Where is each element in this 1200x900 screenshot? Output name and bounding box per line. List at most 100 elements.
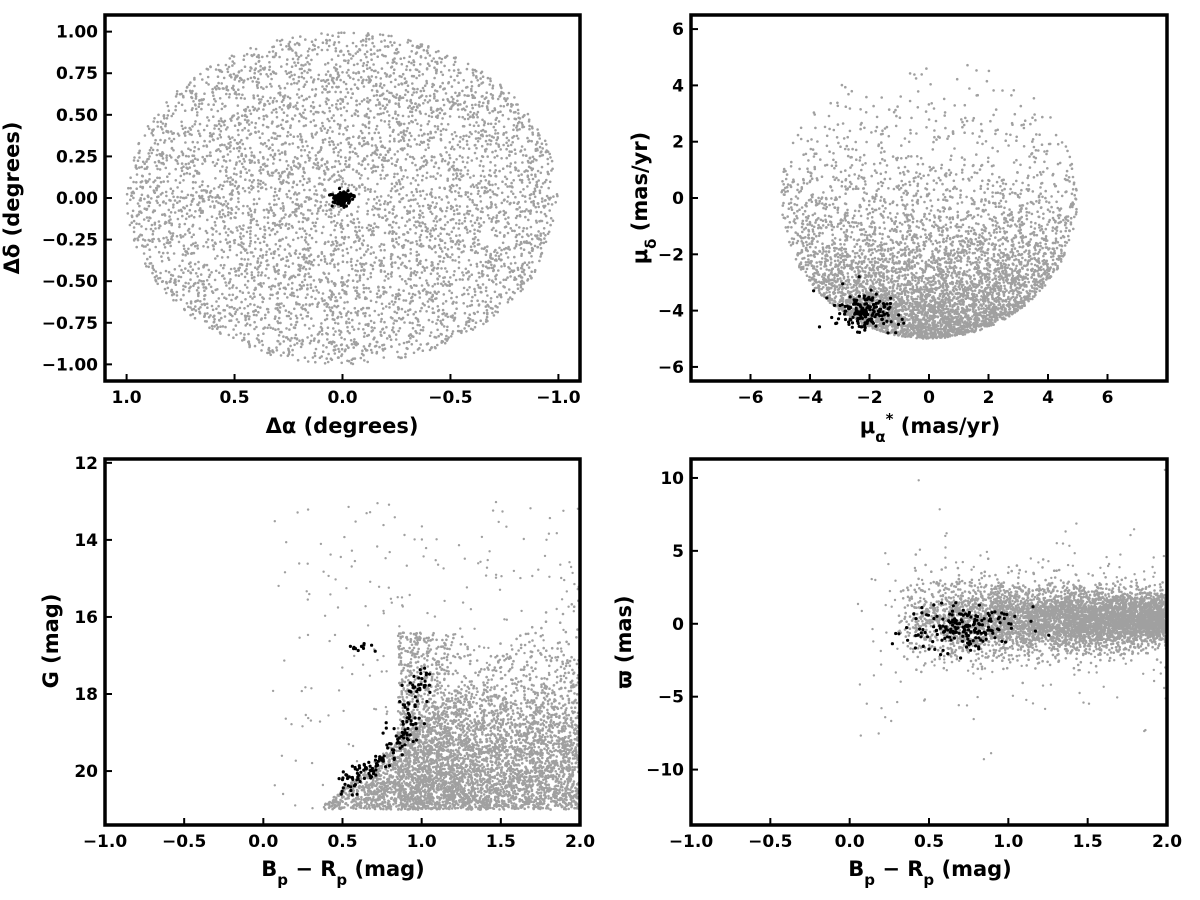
field-star-point — [538, 191, 542, 195]
field-star-point — [243, 118, 247, 122]
field-star-point — [245, 171, 249, 174]
field-star-point — [491, 190, 495, 193]
field-star-point — [210, 290, 214, 293]
field-star-point — [351, 54, 355, 58]
field-star-point — [528, 127, 531, 131]
field-star-point — [325, 84, 329, 88]
field-star-point — [411, 114, 414, 118]
field-star-point — [337, 160, 341, 163]
field-star-point — [474, 143, 477, 147]
field-star-point — [507, 288, 511, 291]
field-star-point — [301, 220, 305, 224]
field-star-point — [533, 157, 536, 161]
field-star-point — [252, 94, 255, 97]
field-star-point — [244, 318, 247, 322]
field-star-point — [479, 260, 483, 264]
field-star-point — [228, 93, 231, 96]
field-star-point — [404, 238, 408, 242]
field-star-point — [260, 339, 264, 343]
field-star-point — [176, 195, 179, 199]
field-star-point — [224, 281, 227, 284]
field-star-point — [272, 214, 276, 218]
field-star-point — [225, 204, 228, 208]
field-star-point — [241, 212, 245, 215]
field-star-point — [287, 314, 291, 318]
field-star-point — [339, 148, 342, 152]
field-star-point — [243, 314, 247, 318]
field-star-point — [259, 186, 263, 190]
field-star-point — [419, 328, 423, 332]
field-star-point — [451, 330, 455, 333]
field-star-point — [503, 285, 506, 289]
field-star-point — [184, 267, 187, 270]
field-star-point — [291, 200, 295, 204]
field-star-point — [363, 314, 367, 318]
field-star-point — [335, 299, 339, 303]
field-star-point — [537, 205, 540, 209]
field-star-point — [352, 185, 356, 189]
field-star-point — [458, 222, 461, 225]
field-star-point — [155, 153, 159, 157]
field-star-point — [334, 330, 337, 333]
field-star-point — [345, 312, 349, 315]
field-star-point — [375, 146, 379, 149]
field-star-point — [166, 286, 170, 290]
field-star-point — [479, 174, 483, 178]
field-star-point — [163, 141, 166, 144]
field-star-point — [467, 259, 471, 262]
field-star-point — [457, 168, 460, 172]
field-star-point — [175, 90, 179, 93]
field-star-point — [194, 305, 197, 308]
field-star-point — [157, 250, 161, 254]
field-star-point — [339, 102, 342, 105]
field-star-point — [354, 72, 358, 75]
field-star-point — [146, 194, 150, 197]
field-star-point — [184, 126, 187, 130]
field-star-point — [546, 162, 550, 166]
field-star-point — [240, 312, 243, 316]
field-star-point — [302, 177, 306, 181]
field-star-point — [369, 188, 373, 191]
field-star-point — [445, 270, 449, 273]
field-star-point — [353, 306, 357, 310]
field-star-point — [350, 96, 353, 100]
field-star-point — [226, 180, 229, 183]
field-star-point — [334, 348, 337, 352]
field-star-point — [249, 232, 252, 236]
field-star-point — [378, 345, 381, 349]
field-star-point — [435, 202, 439, 205]
field-star-point — [197, 260, 200, 264]
field-star-point — [478, 275, 481, 279]
field-star-point — [430, 212, 434, 216]
field-star-point — [521, 288, 524, 291]
field-star-point — [158, 276, 162, 280]
field-star-point — [305, 181, 309, 184]
field-star-point — [506, 247, 510, 250]
field-star-point — [506, 276, 509, 279]
field-star-point — [166, 114, 170, 117]
field-star-point — [297, 207, 301, 210]
field-star-point — [424, 112, 428, 116]
field-star-point — [305, 256, 308, 260]
field-star-point — [415, 271, 419, 274]
field-star-point — [395, 48, 398, 52]
field-star-point — [372, 229, 375, 233]
field-star-point — [460, 251, 464, 254]
field-star-point — [238, 266, 241, 270]
field-star-point — [430, 234, 434, 238]
field-star-point — [489, 77, 492, 80]
field-star-point — [368, 344, 371, 348]
field-star-point — [370, 167, 373, 170]
field-star-point — [508, 154, 511, 157]
field-star-point — [293, 114, 297, 117]
field-star-point — [425, 49, 429, 52]
field-star-point — [436, 172, 439, 175]
field-star-point — [488, 217, 491, 220]
field-star-point — [373, 190, 377, 193]
field-star-point — [276, 230, 279, 234]
field-star-point — [467, 212, 471, 216]
field-star-point — [537, 230, 540, 233]
field-star-point — [367, 75, 370, 79]
field-star-point — [458, 93, 461, 97]
field-star-point — [390, 44, 394, 47]
